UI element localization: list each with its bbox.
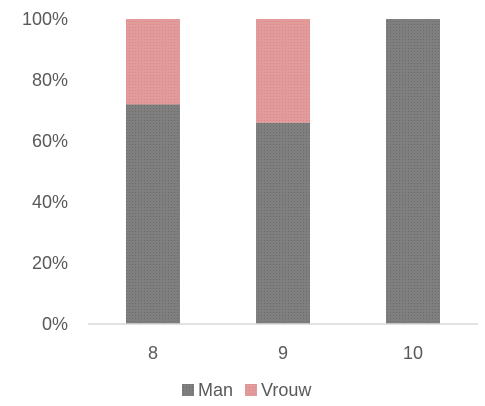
y-axis: 0% 20% 40% 60% 80% 100% <box>22 9 68 334</box>
y-tick-label: 0% <box>42 314 68 334</box>
x-tick-label: 8 <box>148 343 158 363</box>
legend-swatch-vrouw <box>245 384 258 396</box>
bar-vrouw-9 <box>256 19 310 123</box>
legend: Man Vrouw <box>182 380 312 400</box>
y-tick-label: 100% <box>22 9 68 29</box>
bar-man-9 <box>256 122 310 324</box>
y-tick-label: 60% <box>32 131 68 151</box>
y-tick-label: 40% <box>32 192 68 212</box>
y-tick-label: 20% <box>32 253 68 273</box>
legend-swatch-man <box>182 384 194 396</box>
bar-man-10 <box>386 19 440 324</box>
bars-group <box>126 19 440 325</box>
legend-label-vrouw: Vrouw <box>261 380 312 400</box>
bar-vrouw-8 <box>126 19 180 105</box>
bar-man-8 <box>126 104 180 325</box>
legend-label-man: Man <box>198 380 233 400</box>
x-tick-label: 10 <box>403 343 423 363</box>
x-axis: 8 9 10 <box>148 343 423 363</box>
x-tick-label: 9 <box>278 343 288 363</box>
y-tick-label: 80% <box>32 70 68 90</box>
